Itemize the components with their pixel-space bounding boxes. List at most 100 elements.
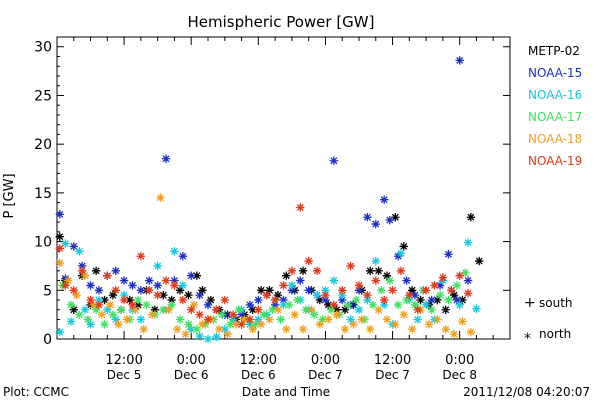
data-point [77, 261, 87, 271]
data-point [119, 295, 129, 305]
data-point [86, 281, 95, 290]
data-point [293, 295, 302, 305]
data-point [178, 251, 188, 261]
data-point [175, 286, 185, 295]
data-point [298, 266, 308, 276]
y-tick-label: 10 [34, 235, 52, 251]
data-point [416, 295, 425, 305]
data-point [374, 305, 383, 314]
x-tick-date-label: Dec 7 [308, 368, 343, 382]
x-tick-date-label: Dec 6 [241, 368, 276, 382]
data-point [86, 320, 95, 329]
data-point [245, 320, 255, 329]
data-point [108, 290, 118, 300]
data-point [338, 295, 347, 305]
data-point [128, 300, 137, 310]
legend-entry-noaa-19: NOAA-19 [528, 154, 582, 168]
data-point [307, 305, 316, 314]
data-point [147, 310, 157, 319]
data-point [61, 281, 70, 290]
data-point [55, 327, 64, 337]
data-point [379, 300, 389, 310]
data-point [145, 276, 154, 285]
data-point [80, 305, 90, 314]
data-point [187, 271, 196, 280]
data-point [105, 300, 115, 310]
data-point [220, 295, 229, 305]
marker-legend: + south * north [524, 295, 573, 347]
legend-entry-metp-02: METP-02 [528, 44, 580, 58]
data-point [385, 276, 394, 285]
legend-entry-noaa-16: NOAA-16 [528, 88, 582, 102]
data-point [449, 329, 459, 339]
data-point [371, 256, 380, 266]
data-point [94, 295, 104, 305]
data-point [228, 310, 238, 319]
data-point [55, 232, 64, 241]
data-point [346, 261, 355, 271]
data-point [354, 305, 364, 314]
data-point [424, 320, 434, 329]
data-point [133, 300, 143, 310]
data-point [170, 281, 179, 290]
data-point [388, 286, 397, 295]
data-point [161, 276, 171, 285]
legend-entry-noaa-15: NOAA-15 [528, 66, 582, 80]
data-point [111, 266, 120, 276]
legend-entry-noaa-18: NOAA-18 [528, 132, 582, 146]
data-point [402, 276, 411, 285]
data-point [94, 300, 104, 310]
data-point [399, 242, 408, 251]
x-tick-date-label: Dec 8 [442, 368, 477, 382]
data-point [287, 266, 297, 276]
data-point [321, 295, 330, 305]
data-point [173, 325, 182, 334]
data-point [433, 295, 442, 305]
data-point [100, 320, 109, 329]
data-point [407, 325, 417, 334]
y-tick-label: 30 [34, 40, 52, 56]
data-point [83, 315, 92, 324]
data-point [324, 300, 333, 310]
data-point [466, 327, 476, 337]
data-point [69, 286, 78, 295]
data-point [240, 315, 249, 324]
data-point [86, 295, 95, 305]
data-point [256, 320, 266, 329]
data-point [472, 304, 481, 313]
data-point [175, 315, 185, 324]
data-point [312, 290, 322, 300]
data-point [284, 300, 294, 310]
data-point [248, 325, 257, 334]
data-point [117, 305, 126, 314]
y-tick-label: 5 [43, 283, 52, 299]
data-point [312, 266, 322, 276]
data-point [326, 305, 336, 314]
data-point [187, 305, 196, 314]
data-point [66, 300, 76, 310]
y-tick-label: 20 [34, 137, 52, 153]
data-point [136, 251, 146, 261]
data-point [304, 256, 313, 266]
data-point [75, 247, 84, 256]
data-point [212, 305, 221, 314]
data-point [346, 315, 355, 324]
data-point [340, 325, 350, 334]
data-point [133, 295, 143, 305]
data-point [217, 310, 227, 319]
data-point [279, 295, 288, 305]
data-point [91, 266, 101, 276]
data-point [382, 271, 392, 280]
data-point [455, 271, 464, 280]
data-point [111, 286, 120, 295]
chart-title: Hemispheric Power [GW] [188, 13, 375, 31]
data-point [435, 290, 445, 300]
data-point [301, 305, 311, 314]
data-point [338, 286, 347, 295]
x-tick-date-label: Dec 7 [375, 368, 410, 382]
data-point [63, 276, 73, 285]
data-point [119, 276, 129, 285]
data-point [223, 329, 232, 339]
data-point [296, 203, 305, 212]
